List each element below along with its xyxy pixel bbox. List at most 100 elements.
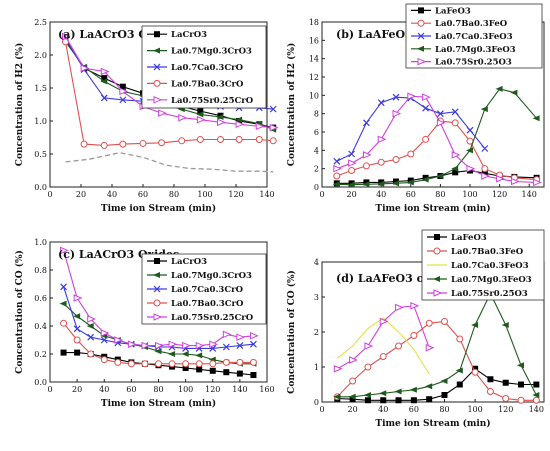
data-point xyxy=(481,170,488,177)
chart-panel-0: 0 20 40 60 80 100 120 140 0.0 0.5 1.0 1.5 2.0 2.5 Time… xyxy=(14,18,279,214)
legend-marker xyxy=(153,47,160,54)
data-point xyxy=(377,99,385,107)
series-line xyxy=(336,317,430,375)
data-point xyxy=(380,397,387,404)
legend-label: La0.7Ba0.3FeO xyxy=(435,19,508,29)
x-tick-label: 40 xyxy=(99,385,109,394)
data-point xyxy=(217,118,226,127)
data-point xyxy=(496,174,505,183)
legend-marker xyxy=(433,247,441,255)
x-tick-label: 60 xyxy=(138,190,148,199)
data-point xyxy=(154,348,162,355)
data-point xyxy=(392,109,402,118)
legend-label: La0.7Ba0.3FeO xyxy=(451,247,524,257)
data-point xyxy=(517,396,525,404)
y-tick-label: 16 xyxy=(309,36,319,45)
plot-frame xyxy=(49,21,268,188)
series-2 xyxy=(336,317,430,375)
legend: LaCrO3 La0.7Mg0.3CrO3 La0.7Ca0.3CrO La0.7Ba… xyxy=(141,253,267,325)
data-point xyxy=(395,342,403,350)
data-point xyxy=(269,137,277,145)
data-point xyxy=(235,120,245,129)
x-tick-label: 60 xyxy=(406,190,416,199)
data-point xyxy=(425,343,435,352)
legend-marker xyxy=(154,258,160,264)
y-tick-label: 1.0 xyxy=(34,117,47,126)
x-tick-label: 120 xyxy=(498,405,513,414)
data-point xyxy=(466,126,474,134)
data-point xyxy=(410,301,420,310)
data-point xyxy=(422,174,429,181)
data-point xyxy=(182,365,189,371)
legend-label: La0.7Mg0.3CrO3 xyxy=(171,47,252,57)
data-point xyxy=(510,89,518,96)
y-axis-label: Concentration of H2 (%) xyxy=(14,43,25,166)
x-tick-label: 120 xyxy=(228,190,243,199)
data-point xyxy=(119,96,127,104)
data-point xyxy=(348,159,357,167)
y-tick-label: 14 xyxy=(309,55,319,64)
legend-label: La0.7Ca0.3CrO xyxy=(171,63,244,73)
data-point xyxy=(236,333,246,341)
data-point xyxy=(196,135,204,143)
data-point xyxy=(100,94,108,102)
y-axis-label: Concentration of H2 (%) xyxy=(286,43,297,166)
data-point xyxy=(139,139,147,147)
data-point xyxy=(421,176,429,183)
series-3 xyxy=(332,85,540,188)
data-point xyxy=(456,381,463,388)
x-tick-label: 120 xyxy=(205,385,220,394)
data-point xyxy=(363,179,370,186)
data-point xyxy=(406,179,414,186)
data-point xyxy=(249,358,257,366)
y-tick-label: 1.5 xyxy=(34,84,47,93)
data-point xyxy=(377,180,385,187)
data-point xyxy=(395,303,404,312)
legend-marker xyxy=(434,234,440,240)
data-point xyxy=(73,325,81,333)
legend-marker xyxy=(417,57,427,66)
legend: LaFeO3 La0.7Ba0.3FeO La0.7Ca0.3FeO3 La0.7Mg… xyxy=(405,3,543,69)
data-point xyxy=(349,377,357,385)
x-tick-label: 100 xyxy=(462,190,477,199)
legend-marker xyxy=(417,32,425,40)
series-4 xyxy=(60,246,259,350)
data-point xyxy=(236,370,243,377)
data-point xyxy=(195,352,203,359)
y-tick-label: 2.0 xyxy=(34,51,47,60)
data-point xyxy=(250,372,257,378)
data-point xyxy=(347,181,355,188)
data-point xyxy=(486,388,494,395)
data-point xyxy=(100,78,108,85)
data-point xyxy=(532,396,540,404)
x-axis-label: Time ion Stream (min) xyxy=(375,203,490,214)
data-point xyxy=(451,108,459,116)
x-tick-label: 20 xyxy=(76,190,86,199)
data-point xyxy=(379,390,387,397)
legend-marker xyxy=(153,79,161,87)
data-point xyxy=(119,87,129,96)
data-point xyxy=(209,367,216,374)
data-point xyxy=(80,64,90,72)
data-point xyxy=(518,381,525,388)
legend-marker xyxy=(153,313,163,321)
data-point xyxy=(127,340,137,348)
data-point xyxy=(425,319,433,327)
data-point xyxy=(422,135,430,143)
x-tick-label: 140 xyxy=(232,385,247,394)
data-point xyxy=(392,180,399,187)
data-point xyxy=(236,358,244,366)
y-tick-label: 2.5 xyxy=(34,18,47,27)
y-tick-label: 18 xyxy=(309,18,319,27)
x-tick-label: 100 xyxy=(467,405,482,414)
data-point xyxy=(269,105,277,113)
data-point xyxy=(195,341,205,350)
y-tick-label: 0.0 xyxy=(34,378,47,387)
y-tick-label: 8 xyxy=(314,110,319,119)
y-tick-label: 3 xyxy=(314,293,319,302)
data-point xyxy=(100,141,108,149)
legend-label: La0.7Mg0.3CrO3 xyxy=(171,271,252,281)
legend-marker xyxy=(153,272,160,278)
x-tick-label: 100 xyxy=(178,385,193,394)
data-point xyxy=(533,178,542,187)
